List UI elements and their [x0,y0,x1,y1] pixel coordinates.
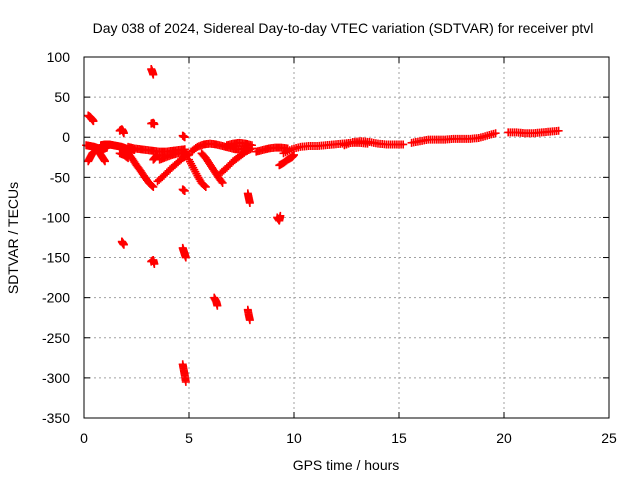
y-tick-label: -200 [42,290,70,306]
data-point [245,199,254,208]
y-tick-label: -350 [42,410,70,426]
y-tick-label: -300 [42,370,70,386]
sat-arc-6 [117,237,128,249]
sat-arc-29 [273,211,285,225]
grid-lines [84,57,609,418]
chart-title: Day 038 of 2024, Sidereal Day-to-day VTE… [93,20,594,36]
tick-labels: 0 5 10 15 20 25 100 50 0 -50 -100 -150 -200 -250 -300 -… [42,49,617,446]
sat-arc-26 [243,189,254,208]
data-point [150,259,159,268]
data-point [554,126,563,135]
data-point [201,182,210,191]
y-tick-label: -50 [50,169,70,185]
sat-arc-22 [197,149,227,187]
data-point [276,211,285,220]
sat-arc-30 [275,150,298,170]
y-axis-label: SDTVAR / TECUs [5,182,21,294]
data-point [119,129,128,138]
y-tick-label: 50 [54,89,70,105]
data-point [181,253,190,262]
sat-arc-18 [178,243,190,262]
data-point [180,133,189,142]
data-point [149,182,158,191]
sat-arc-1 [84,111,98,126]
sat-arc-11 [147,118,159,129]
data-points [82,65,563,386]
x-tick-label: 5 [185,430,193,446]
data-point [218,178,227,187]
y-tick-label: -250 [42,330,70,346]
y-tick-label: -150 [42,250,70,266]
y-tick-label: -100 [42,209,70,225]
data-point [491,129,500,138]
sat-arc-19 [178,360,190,386]
sat-arc-10 [147,65,158,79]
sat-arc-32 [340,137,408,150]
plot-frame [83,56,610,419]
data-point [153,150,162,159]
data-point [213,301,222,310]
data-point [399,140,408,149]
x-tick-label: 20 [496,430,512,446]
data-point [217,177,226,186]
sat-arc-4 [94,147,109,166]
data-point [200,181,209,190]
sat-arc-20 [185,155,210,191]
y-tick-label: 0 [62,129,70,145]
x-tick-label: 0 [80,430,88,446]
data-point [180,186,189,195]
sat-arc-5 [115,125,128,138]
data-point [149,70,158,79]
data-point [181,377,190,386]
sat-arc-27 [243,305,254,325]
data-point [101,157,109,166]
sat-arc-23 [210,293,222,310]
sat-arc-33 [407,129,500,147]
x-tick-label: 10 [286,430,302,446]
sat-arc-25 [222,138,256,150]
sat-arc-8 [124,149,158,191]
sat-arc-16 [178,131,189,142]
data-point [148,181,157,190]
x-axis-label: GPS time / hours [293,457,400,473]
data-point [245,316,254,325]
x-tick-label: 15 [391,430,407,446]
x-tick-label: 25 [601,430,617,446]
data-point [89,117,98,126]
sat-arc-34 [504,126,563,138]
data-point [150,120,159,129]
sat-arc-17 [178,185,189,195]
sat-arc-12 [147,255,159,268]
y-tick-label: 100 [47,49,71,65]
data-point [119,240,128,249]
data-point [248,141,256,150]
